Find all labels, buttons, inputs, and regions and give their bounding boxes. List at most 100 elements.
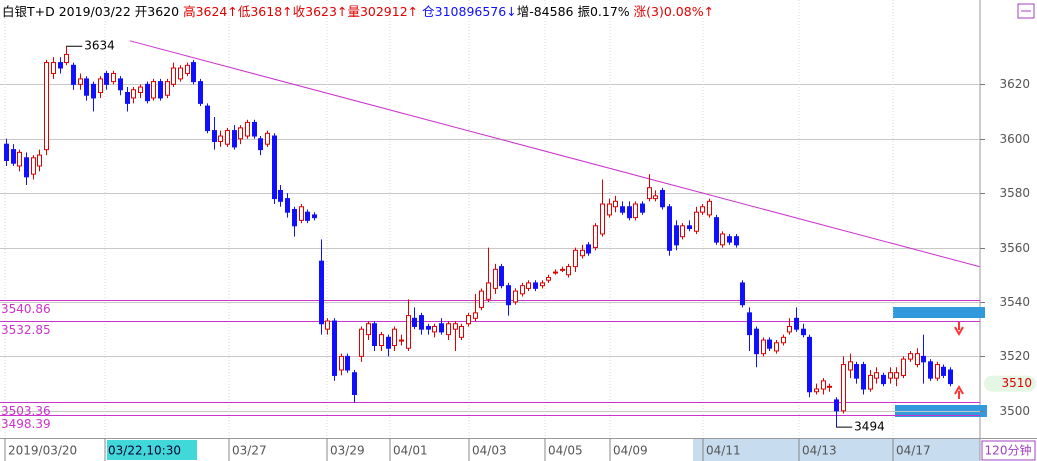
candle-body [928, 361, 933, 379]
candle-body [781, 336, 786, 344]
candle-body [366, 323, 371, 336]
candle-body [252, 121, 257, 137]
candle-body [332, 320, 337, 376]
candle-body [439, 323, 444, 333]
x-tick-label: 04/05 [548, 444, 583, 458]
candle-body [44, 62, 49, 151]
y-tick-label: 3580 [999, 186, 1030, 200]
candle-body [352, 372, 357, 395]
candle-body [868, 374, 873, 390]
last-price: 3510 [1001, 376, 1032, 390]
candle-body [687, 225, 692, 230]
candle-body [479, 290, 484, 308]
candle-body [225, 130, 230, 145]
candle-body [339, 355, 344, 371]
candle-body [84, 78, 89, 96]
header-item: 2019/03/22 [59, 4, 131, 19]
candle-body [720, 233, 725, 246]
candle-body [4, 143, 9, 162]
candle-body [647, 187, 652, 200]
candle-body [78, 78, 83, 85]
x-tick-label: 04/03 [472, 444, 507, 458]
candle-body [64, 53, 69, 64]
candle-body [580, 249, 585, 257]
scroll-band [693, 439, 980, 461]
candle-body [359, 328, 364, 357]
candle-body [533, 282, 538, 289]
y-tick-label: 3620 [999, 77, 1030, 91]
candle-body [453, 323, 458, 330]
candle-body [372, 323, 377, 347]
candle-body [901, 358, 906, 376]
candle-body [178, 67, 183, 80]
candle-body [546, 276, 551, 281]
header-item: 仓310896576↓ [422, 4, 517, 19]
header-item: 增-84586 [517, 4, 574, 19]
candle-body [640, 203, 645, 213]
candle-body [948, 369, 953, 385]
candle-body [218, 135, 223, 142]
candle-body [131, 89, 136, 99]
candle-body [319, 260, 324, 325]
header-item: 白银T+D [2, 4, 55, 19]
candle-body [473, 312, 478, 319]
candle-body [861, 364, 866, 390]
candle-body [894, 372, 899, 379]
y-tick-label: 3540 [999, 295, 1030, 309]
candle-body [305, 211, 310, 221]
candle-body [17, 151, 22, 167]
candle-body [674, 225, 679, 246]
candle-body [627, 206, 632, 219]
candle-body [406, 315, 411, 349]
candle-body [506, 285, 511, 306]
candle-body [238, 127, 243, 140]
candle-body [620, 206, 625, 213]
y-tick-label: 3560 [999, 241, 1030, 255]
candle-body [821, 380, 826, 390]
candle-body [191, 62, 196, 83]
candle-body [607, 203, 612, 216]
candle-body [151, 81, 156, 99]
candle-body [493, 268, 498, 289]
candle-body [740, 282, 745, 306]
candle-body [299, 206, 304, 221]
annotation: 3634 [84, 39, 115, 53]
candle-body [694, 211, 699, 232]
candle-body [91, 83, 96, 99]
candle-body [513, 290, 518, 303]
candle-body [37, 154, 42, 167]
candle-body [908, 353, 913, 360]
level-label: 3540.86 [1, 302, 51, 316]
candle-body [278, 189, 283, 202]
candle-body [707, 200, 712, 216]
candle-body [526, 282, 531, 289]
period-box[interactable] [981, 440, 1036, 461]
candle-body [345, 355, 350, 371]
icon[interactable] [1017, 3, 1035, 19]
annotation: 3494 [854, 420, 885, 434]
header-item: 量302912↑ [347, 4, 418, 19]
candle-body [426, 325, 431, 330]
candle-body [486, 282, 491, 300]
zone-box [893, 307, 985, 318]
candle-body [854, 364, 859, 379]
candle-body [848, 361, 853, 371]
candle-body [499, 266, 504, 287]
candle-body [888, 372, 893, 379]
candle-body [667, 206, 672, 251]
candle-body [145, 83, 150, 102]
candle-body [138, 86, 143, 93]
candle-body [432, 325, 437, 333]
candle-body [412, 317, 417, 327]
candle-body [566, 266, 571, 276]
candle-body [98, 78, 103, 93]
candle-body [419, 315, 424, 330]
candle-body [787, 325, 792, 333]
candle-body [58, 62, 63, 69]
header-item: 收3623↑ [293, 4, 348, 19]
candle-body [553, 271, 558, 274]
candle-body [633, 203, 638, 219]
candle-body [540, 282, 545, 287]
candle-body [653, 195, 658, 200]
